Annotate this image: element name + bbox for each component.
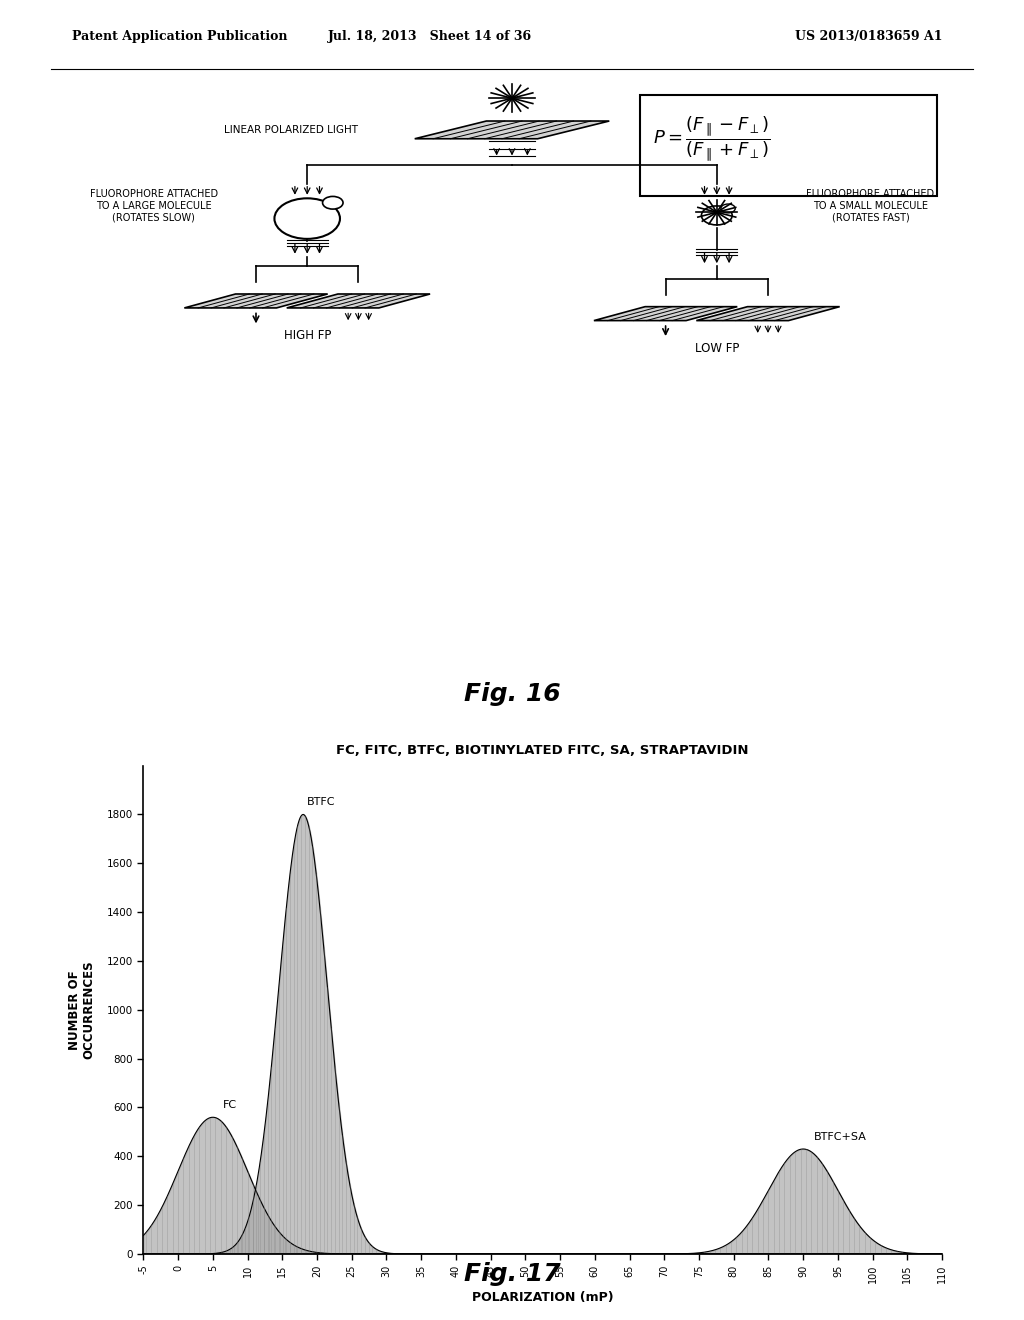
Circle shape	[701, 206, 732, 224]
Circle shape	[274, 198, 340, 239]
Text: FLUOROPHORE ATTACHED
TO A LARGE MOLECULE
(ROTATES SLOW): FLUOROPHORE ATTACHED TO A LARGE MOLECULE…	[89, 189, 218, 223]
Text: Fig. 17: Fig. 17	[464, 1262, 560, 1286]
Text: BTFC+SA: BTFC+SA	[814, 1131, 866, 1142]
X-axis label: POLARIZATION (mP): POLARIZATION (mP)	[472, 1291, 613, 1304]
Text: LOW FP: LOW FP	[694, 342, 739, 355]
Title: FC, FITC, BTFC, BIOTINYLATED FITC, SA, STRAPTAVIDIN: FC, FITC, BTFC, BIOTINYLATED FITC, SA, S…	[337, 744, 749, 758]
Polygon shape	[696, 306, 840, 321]
Text: FLUOROPHORE ATTACHED
TO A SMALL MOLECULE
(ROTATES FAST): FLUOROPHORE ATTACHED TO A SMALL MOLECULE…	[806, 189, 935, 223]
Polygon shape	[287, 294, 430, 308]
Circle shape	[323, 197, 343, 209]
Text: LINEAR POLARIZED LIGHT: LINEAR POLARIZED LIGHT	[224, 125, 358, 135]
Text: US 2013/0183659 A1: US 2013/0183659 A1	[795, 30, 942, 42]
FancyBboxPatch shape	[640, 95, 937, 197]
Text: BTFC: BTFC	[306, 797, 335, 807]
Text: HIGH FP: HIGH FP	[284, 329, 331, 342]
Y-axis label: NUMBER OF
OCCURRENCES: NUMBER OF OCCURRENCES	[68, 961, 95, 1059]
Circle shape	[721, 205, 735, 213]
Text: Jul. 18, 2013   Sheet 14 of 36: Jul. 18, 2013 Sheet 14 of 36	[328, 30, 532, 42]
Text: $P = \dfrac{(F_{\parallel}-F_{\perp})}{(F_{\parallel}+F_{\perp})}$: $P = \dfrac{(F_{\parallel}-F_{\perp})}{(…	[653, 115, 770, 164]
Text: Patent Application Publication: Patent Application Publication	[72, 30, 287, 42]
Polygon shape	[184, 294, 328, 308]
Polygon shape	[594, 306, 737, 321]
Text: Fig. 16: Fig. 16	[464, 682, 560, 706]
Text: FC: FC	[223, 1100, 238, 1110]
Polygon shape	[415, 121, 609, 139]
